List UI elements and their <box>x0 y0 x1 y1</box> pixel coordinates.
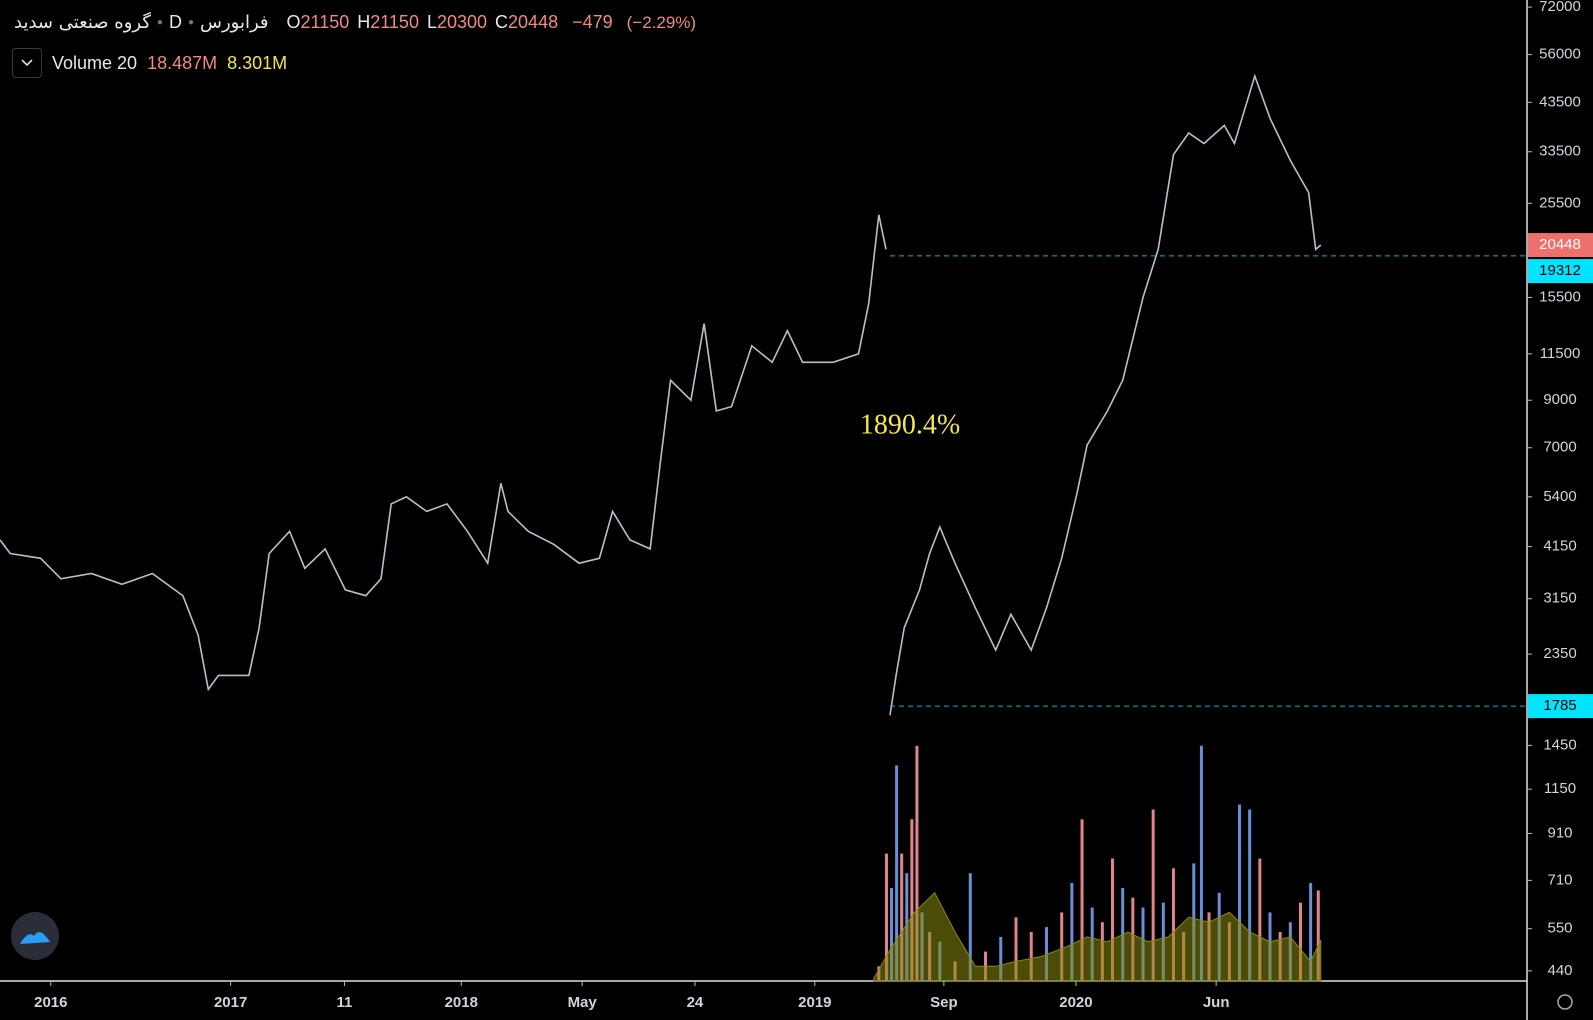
x-tick-label: 2019 <box>798 994 831 1011</box>
ohlc-key: H <box>357 12 371 32</box>
volume-bar <box>1298 902 1302 981</box>
volume-bar <box>1258 858 1262 981</box>
y-tick-label: 56000 <box>1539 46 1581 63</box>
volume-legend: Volume 20 18.487M 8.301M <box>12 48 287 78</box>
volume-bar <box>895 765 899 981</box>
volume-bar <box>1171 868 1175 981</box>
volume-bar <box>1309 883 1313 981</box>
y-tick-label: 33500 <box>1539 143 1581 160</box>
volume-bar <box>1014 917 1018 981</box>
y-tick-label: 910 <box>1547 824 1572 841</box>
y-tick-label: 550 <box>1547 920 1572 937</box>
y-tick-label: 15500 <box>1539 288 1581 305</box>
price-label: 1785 <box>1543 697 1576 714</box>
volume-bar <box>1238 804 1242 981</box>
separator: ● <box>187 17 194 28</box>
ohlc-key: O <box>286 12 301 32</box>
ohlc-key: L <box>426 12 437 32</box>
x-tick-label: 2020 <box>1059 994 1092 1011</box>
x-tick-label: 2018 <box>445 994 478 1011</box>
volume-bar <box>910 819 914 981</box>
x-tick-label: 2016 <box>34 994 67 1011</box>
y-tick-label: 2350 <box>1543 645 1576 662</box>
settings-icon[interactable] <box>1557 994 1573 1010</box>
y-tick-label: 11500 <box>1540 345 1581 362</box>
interval: D <box>168 12 182 32</box>
volume-bar <box>968 873 972 981</box>
volume-bar <box>999 936 1003 981</box>
volume-bar <box>884 853 888 981</box>
ohlc: O 21150 H 21150 L 20300 C 20448 <box>287 12 567 33</box>
y-tick-label: 9000 <box>1543 391 1576 408</box>
last-price-label: 20448 <box>1539 236 1581 253</box>
y-tick-label: 5400 <box>1543 488 1576 505</box>
volume-bar <box>890 887 894 981</box>
volume-bar <box>1316 890 1320 981</box>
volume-bar <box>900 853 904 981</box>
price-line <box>889 73 1322 716</box>
x-tick-label: Sep <box>930 994 958 1011</box>
volume-bar <box>1151 809 1155 981</box>
y-tick-label: 72000 <box>1539 0 1581 15</box>
volume-bar <box>1199 745 1203 981</box>
separator: ● <box>156 17 163 28</box>
volume-last: 18.487M <box>147 52 218 73</box>
volume-bar <box>1070 883 1074 981</box>
x-tick-label: 2017 <box>214 994 247 1011</box>
y-tick-label: 1150 <box>1544 780 1576 797</box>
y-tick-label: 43500 <box>1539 93 1581 110</box>
y-tick-label: 7000 <box>1543 439 1576 456</box>
symbol: گروه صنعتی سدید <box>14 12 151 33</box>
ohlc-value: 21150 <box>300 12 350 32</box>
x-tick-label: 11 <box>336 994 352 1011</box>
volume-ma: 8.301M <box>227 52 288 73</box>
price-label: 19312 <box>1539 262 1581 279</box>
header: گروه صنعتی سدید ● D ● فرابورس O 21150 H 211… <box>14 12 704 33</box>
y-tick-label: 3150 <box>1543 590 1576 607</box>
volume-bar <box>1111 858 1115 981</box>
change-pct: (−2.29%) <box>626 12 697 32</box>
ohlc-value: 20448 <box>508 12 559 32</box>
volume-title: Volume 20 <box>52 52 138 73</box>
volume-bar <box>1080 819 1084 981</box>
price-line <box>0 214 887 692</box>
last-price-box <box>1528 233 1593 258</box>
price-label-box <box>1528 694 1593 719</box>
ohlc-value: 21150 <box>370 12 419 32</box>
y-tick-label: 25500 <box>1539 194 1581 211</box>
change: −479 <box>572 12 613 32</box>
ohlc-key: C <box>495 12 509 32</box>
y-tick-label: 1450 <box>1543 736 1576 753</box>
collapse-button[interactable] <box>12 48 42 78</box>
logo-icon <box>20 932 50 944</box>
y-tick-label: 710 <box>1547 871 1572 888</box>
volume-bar <box>915 745 919 981</box>
x-tick-label: 24 <box>687 994 704 1011</box>
chevron <box>21 59 33 67</box>
exchange: فرابورس <box>199 12 269 33</box>
price-label-box <box>1528 259 1593 284</box>
y-tick-label: 4150 <box>1543 538 1576 555</box>
y-tick-label: 440 <box>1547 962 1572 979</box>
volume-bar <box>1248 809 1252 981</box>
volume-bar <box>1060 912 1064 981</box>
annotation: 1890.4% <box>860 409 960 440</box>
volume-ma-area <box>873 891 1322 982</box>
ohlc-value: 20300 <box>436 12 488 32</box>
volume-bar <box>1029 932 1033 981</box>
x-tick-label: Jun <box>1203 994 1230 1011</box>
x-tick-label: May <box>568 994 598 1011</box>
